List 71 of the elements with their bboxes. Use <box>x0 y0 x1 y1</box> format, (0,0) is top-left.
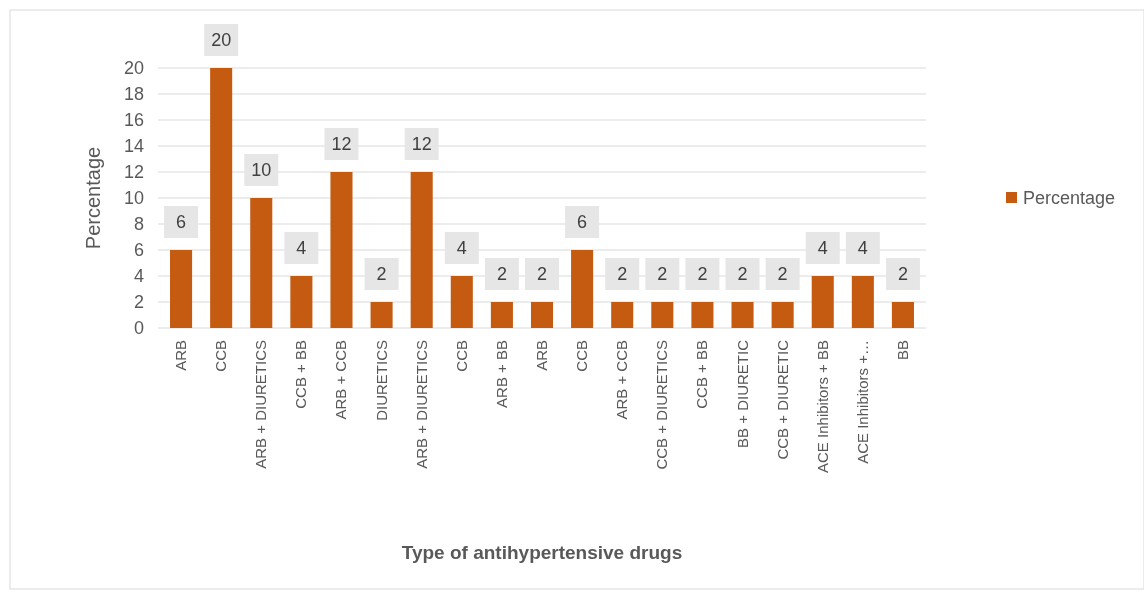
bar <box>250 198 273 328</box>
x-tick-label: ARB + BB <box>492 340 510 408</box>
bar <box>891 302 914 328</box>
x-tick-label: DIURETICS <box>372 340 390 421</box>
bar <box>530 302 554 328</box>
x-tick-label: ARB + CCB <box>332 340 350 420</box>
bar <box>450 276 473 328</box>
data-label: 6 <box>176 212 187 232</box>
data-label: 2 <box>536 264 548 284</box>
data-label: 2 <box>617 264 628 284</box>
x-tick-label: ARB + CCB <box>613 340 631 420</box>
bar <box>370 302 393 328</box>
data-label: 4 <box>456 238 467 258</box>
data-label: 20 <box>211 30 232 50</box>
x-tick-label: CCB <box>573 340 591 372</box>
data-label: 12 <box>411 134 432 154</box>
bar <box>210 68 233 328</box>
bar <box>290 276 313 328</box>
bar <box>811 276 834 328</box>
y-tick-label: 14 <box>123 136 144 157</box>
x-tick-label: ARB + DIURETICS <box>252 340 270 469</box>
y-tick-label: 6 <box>133 240 144 261</box>
x-tick-label: BB + DIURETIC <box>733 339 751 448</box>
x-tick-label: ARB <box>172 340 190 371</box>
bar <box>490 302 513 328</box>
y-tick-label: 4 <box>133 266 144 287</box>
x-tick-label: ACE Inhibitors + BB <box>813 340 831 473</box>
x-tick-label: CCB + BB <box>292 340 310 409</box>
bar <box>851 276 874 328</box>
x-tick-label: CCB + DIURETICS <box>653 340 671 470</box>
bar <box>410 172 433 328</box>
bar <box>170 250 193 328</box>
x-tick-label: ARB <box>533 340 550 371</box>
data-label: 2 <box>897 264 908 284</box>
x-tick-label: CCB <box>212 340 230 372</box>
x-axis-title: Type of antihypertensive drugs <box>401 542 683 563</box>
data-label: 2 <box>777 264 788 284</box>
y-axis-title: Percentage <box>82 146 104 250</box>
legend-label: Percentage <box>1023 188 1116 209</box>
bar <box>691 302 714 328</box>
data-label: 4 <box>817 238 828 258</box>
y-tick-label: 2 <box>133 292 144 313</box>
y-tick-label: 0 <box>133 318 144 339</box>
x-tick-label: BB <box>893 340 911 361</box>
data-label: 6 <box>577 212 588 232</box>
data-label: 4 <box>857 238 868 258</box>
bar <box>731 302 754 328</box>
data-label: 2 <box>376 264 387 284</box>
y-tick-label: 12 <box>123 162 144 183</box>
x-tick-label: CCB <box>452 340 470 372</box>
data-label: 2 <box>657 264 668 284</box>
y-tick-label: 10 <box>123 188 144 209</box>
y-tick-label: 18 <box>123 84 144 105</box>
x-tick-label: ARB + DIURETICS <box>412 340 430 469</box>
data-label: 10 <box>251 160 272 180</box>
x-tick-label: ACE Inhibitors +… <box>853 340 871 464</box>
y-tick-label: 16 <box>123 110 144 131</box>
bar <box>611 302 634 328</box>
x-tick-label: CCB + DIURETIC <box>773 339 791 460</box>
bar <box>330 172 353 328</box>
data-label: 2 <box>737 264 748 284</box>
x-tick-label: CCB + BB <box>693 340 711 409</box>
y-tick-label: 8 <box>133 214 144 235</box>
data-label: 2 <box>697 264 708 284</box>
y-tick-label: 20 <box>123 58 144 79</box>
data-label: 12 <box>331 134 352 154</box>
bar <box>651 302 674 328</box>
bar <box>771 302 794 328</box>
data-label: 2 <box>496 264 507 284</box>
bar <box>571 250 594 328</box>
data-label: 4 <box>296 238 307 258</box>
